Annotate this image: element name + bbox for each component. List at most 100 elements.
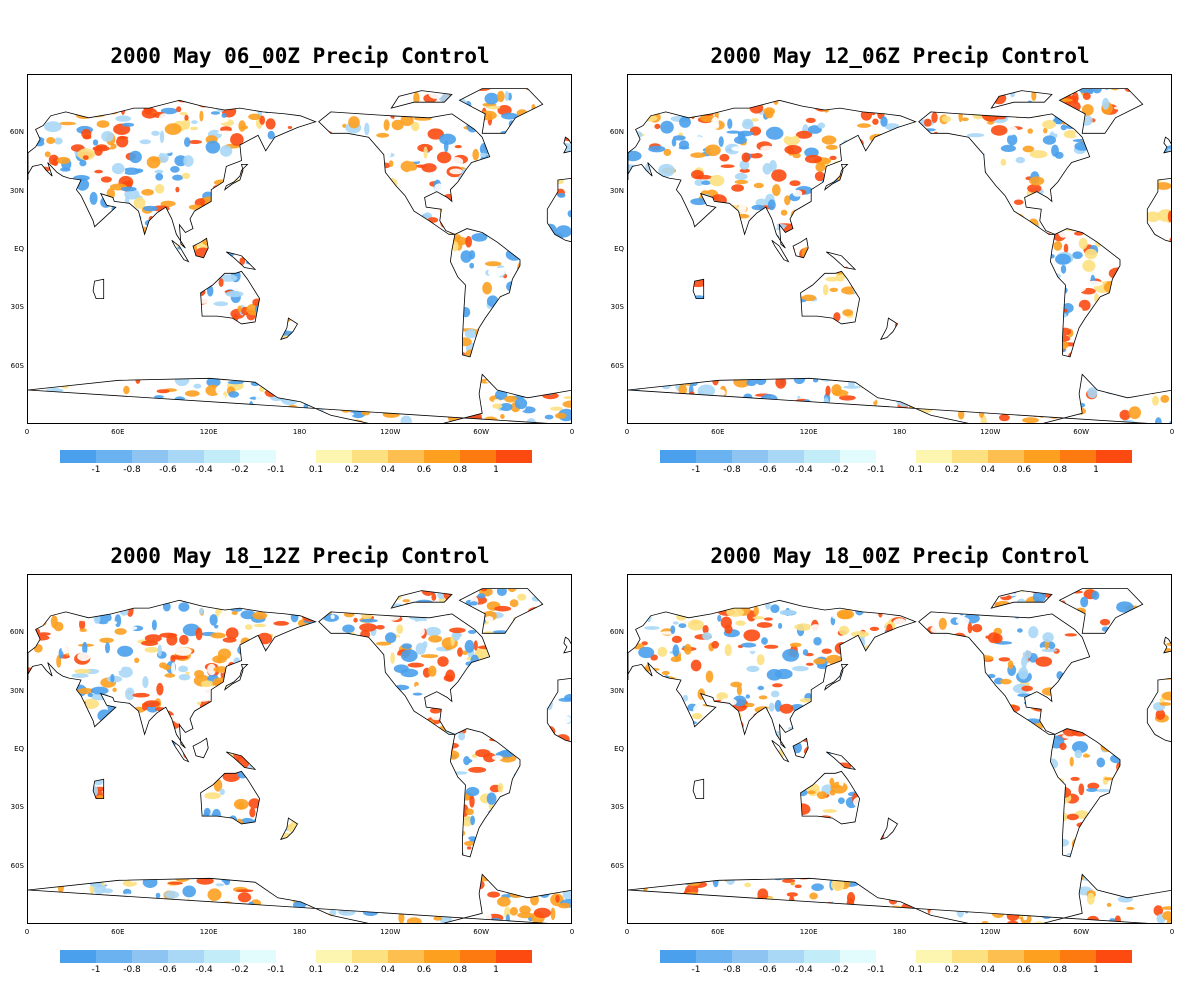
lat-tick-label: 60S <box>10 861 24 870</box>
colorbar-swatch-positive <box>316 950 352 963</box>
lat-tick-label: EQ <box>614 245 624 253</box>
lon-tick-label: 0 <box>569 428 575 436</box>
map-frame <box>627 74 1172 424</box>
coastline-japan <box>823 664 849 691</box>
colorbar-label: -0.1 <box>267 465 285 475</box>
colorbar-label: 1 <box>1093 965 1099 975</box>
lon-tick-label: 180 <box>292 428 307 436</box>
coastline-ellesmere <box>990 90 1053 109</box>
lon-tick-label: 0 <box>569 928 575 936</box>
coastline-uk <box>1163 636 1171 654</box>
lon-tick-label: 60E <box>711 428 725 436</box>
coastline-eurasia <box>628 99 917 249</box>
lon-tick-label: 120W <box>980 428 1001 436</box>
colorbar-label: 0.8 <box>1052 465 1068 475</box>
colorbar-swatch-negative <box>732 450 768 463</box>
lon-tick-label: 120W <box>980 928 1001 936</box>
map-panel-top-left: 2000 May 06_00Z Precip Control 0 60E 120E 1… <box>0 0 600 500</box>
coastline-s_america <box>1049 728 1121 858</box>
panel-title: 2000 May 06_00Z Precip Control <box>110 44 490 68</box>
coastline-sumatra <box>771 239 790 263</box>
lon-tick-label: 0 <box>624 428 630 436</box>
colorbar-label: -0.4 <box>195 465 213 475</box>
precip-field <box>628 88 1171 423</box>
precip-map <box>628 88 1171 423</box>
coastline-nz <box>279 817 299 841</box>
colorbar-swatch-negative <box>60 950 96 963</box>
panel-title: 2000 May 18_12Z Precip Control <box>110 544 490 568</box>
lon-tick-label: 60E <box>111 428 125 436</box>
lon-tick-label: 120W <box>380 928 401 936</box>
colorbar-swatch-positive <box>1024 950 1060 963</box>
colorbar-label: -0.6 <box>759 965 777 975</box>
colorbar-label: 0.4 <box>980 465 996 475</box>
coastline-new_guinea <box>226 251 257 271</box>
coastline-ellesmere <box>390 90 453 109</box>
lat-tick-label: 30N <box>609 686 624 695</box>
colorbar-swatch-negative <box>204 450 240 463</box>
colorbar-label: -0.8 <box>723 965 741 975</box>
coastline-australia <box>800 270 861 325</box>
map-frame <box>27 574 572 924</box>
colorbar-label: 0.6 <box>1016 965 1032 975</box>
colorbar-label: 0.4 <box>380 465 396 475</box>
lat-tick-label: 60N <box>609 128 624 137</box>
colorbar-swatch-positive <box>388 950 424 963</box>
coastline-sumatra <box>171 739 190 763</box>
coastline-australia <box>200 270 261 325</box>
colorbar-label: 0.1 <box>908 465 924 475</box>
lon-tick-label: 120W <box>380 428 401 436</box>
colorbar-swatch-positive <box>316 450 352 463</box>
coastline-antarctica <box>628 873 1171 923</box>
lat-tick-label: 30N <box>609 186 624 195</box>
colorbar-label: 0.6 <box>416 965 432 975</box>
coastline-new_guinea <box>226 751 257 771</box>
coastline-nz <box>879 817 899 841</box>
colorbar-swatch-positive <box>988 450 1024 463</box>
colorbar-label: -0.2 <box>831 465 849 475</box>
colorbar-swatch-negative <box>768 450 804 463</box>
coastline-madagascar <box>92 778 105 799</box>
lon-tick-label: 60W <box>473 428 490 436</box>
colorbar-label: 0.4 <box>380 965 396 975</box>
colorbar-swatch-negative <box>132 450 168 463</box>
colorbar-label: -1 <box>91 465 101 475</box>
colorbar-label: -0.4 <box>795 965 813 975</box>
colorbar-label: 0.8 <box>452 465 468 475</box>
lon-tick-label: 60E <box>711 928 725 936</box>
coastline-nz <box>279 317 299 341</box>
coastline-antarctica <box>28 373 571 423</box>
coastline-n_america <box>918 111 1091 235</box>
lat-tick-label: 60S <box>610 861 624 870</box>
colorbar-swatch-negative <box>660 950 696 963</box>
coastline-uk <box>563 136 571 154</box>
coastline-greenland <box>458 88 544 134</box>
coastline-eurasia <box>28 599 317 749</box>
precip-field <box>628 588 1171 923</box>
colorbar-label: 0.1 <box>308 465 324 475</box>
colorbar-label: -0.1 <box>267 965 285 975</box>
lat-tick-label: 30S <box>610 803 624 812</box>
coastline-antarctica <box>628 373 1171 423</box>
coastline-s_america <box>1049 228 1121 358</box>
precip-map <box>628 588 1171 923</box>
lon-tick-label: 180 <box>892 928 907 936</box>
colorbar-label: 0.8 <box>452 965 468 975</box>
colorbar-label: 0.2 <box>344 965 360 975</box>
lon-tick-label: 0 <box>24 428 30 436</box>
panel-title: 2000 May 12_06Z Precip Control <box>710 44 1090 68</box>
colorbar-label: 0.8 <box>1052 965 1068 975</box>
coastline-eurasia <box>28 99 317 249</box>
colorbar-swatch-positive <box>424 950 460 963</box>
map-frame <box>27 74 572 424</box>
colorbar-label: 1 <box>493 465 499 475</box>
colorbar-swatch-positive <box>916 950 952 963</box>
colorbar-label: -1 <box>691 465 701 475</box>
colorbar-swatch-negative <box>732 950 768 963</box>
colorbar-swatch-positive <box>352 950 388 963</box>
colorbar-label: -1 <box>691 965 701 975</box>
lat-tick-label: EQ <box>614 745 624 753</box>
colorbar-swatch-positive <box>1060 450 1096 463</box>
coastline-n_america <box>318 611 491 735</box>
coastline-africa <box>1146 677 1171 743</box>
